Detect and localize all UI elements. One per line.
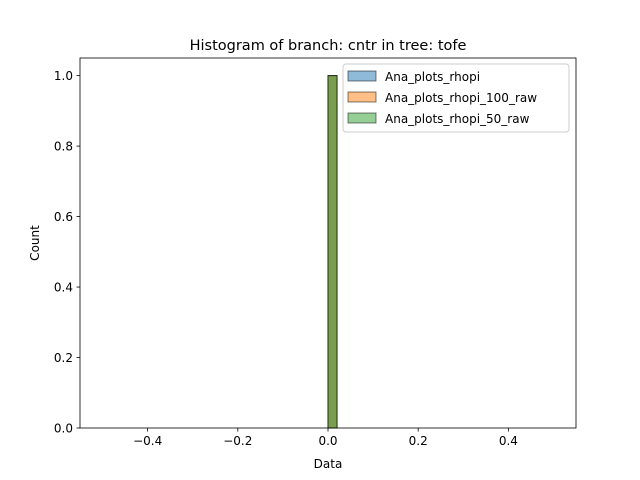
y-tick-label: 0.2	[54, 351, 73, 365]
legend-label: Ana_plots_rhopi	[385, 70, 480, 84]
histogram-bar-s2-bin-25	[327, 75, 338, 429]
legend-label: Ana_plots_rhopi_100_raw	[385, 91, 537, 105]
legend-swatch	[347, 70, 377, 82]
bars-group	[327, 75, 338, 429]
legend-label: Ana_plots_rhopi_50_raw	[385, 112, 530, 126]
legend-swatch	[347, 112, 377, 124]
legend: Ana_plots_rhopi Ana_plots_rhopi_100_raw An…	[342, 63, 570, 133]
x-tick-label: 0.2	[409, 434, 428, 448]
x-tick-label: −0.2	[223, 434, 252, 448]
chart-title: Histogram of branch: cntr in tree: tofe	[190, 38, 467, 54]
y-tick-label: 0.4	[54, 281, 73, 295]
y-axis-ticks: 0.0 0.2 0.4 0.6 0.8 1.0	[54, 69, 80, 436]
y-tick-label: 0.8	[54, 140, 73, 154]
x-tick-label: 0.4	[499, 434, 518, 448]
legend-swatch	[347, 91, 377, 103]
y-tick-label: 0.6	[54, 210, 73, 224]
x-tick-label: 0.0	[318, 434, 337, 448]
x-tick-label: −0.4	[133, 434, 162, 448]
y-tick-label: 1.0	[54, 69, 73, 83]
y-axis-label: Count	[28, 225, 42, 261]
y-tick-label: 0.0	[54, 422, 73, 436]
x-axis-ticks: −0.4 −0.2 0.0 0.2 0.4	[133, 428, 518, 448]
legend-box	[342, 63, 570, 133]
x-axis-label: Data	[314, 457, 343, 471]
